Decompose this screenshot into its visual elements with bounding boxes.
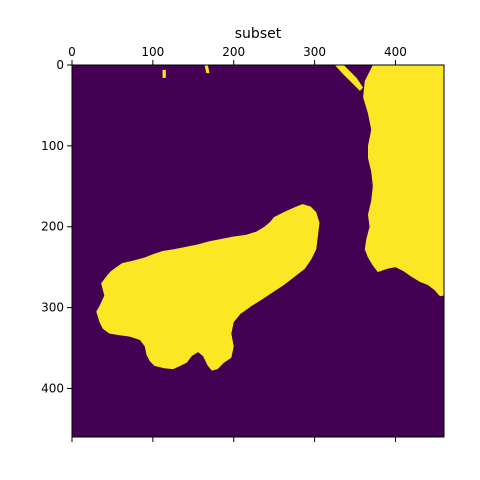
- x-tick-label: 400: [384, 45, 407, 59]
- y-axis: 0 100 200 300 400: [41, 58, 72, 395]
- heatmap-region-2: [334, 65, 364, 91]
- chart-title: subset: [235, 26, 282, 42]
- axes-frame: [71, 64, 445, 438]
- heatmap-region-0: [96, 204, 320, 371]
- heatmap-image: [72, 65, 444, 437]
- x-tick-label: 0: [68, 45, 76, 59]
- heatmap-region-1: [363, 65, 444, 297]
- x-tick-label: 300: [303, 45, 326, 59]
- y-tick-label: 400: [41, 381, 64, 395]
- y-tick-label: 200: [41, 220, 64, 234]
- y-tick-label: 100: [41, 139, 64, 153]
- heatmap-region-4: [204, 65, 210, 74]
- y-tick-label: 300: [41, 301, 64, 315]
- y-tick-label: 0: [56, 58, 64, 72]
- x-tick-label: 100: [141, 45, 164, 59]
- heatmap-region-3: [162, 69, 166, 78]
- x-axis: 0 100 200 300 400: [68, 45, 407, 442]
- x-tick-label: 200: [222, 45, 245, 59]
